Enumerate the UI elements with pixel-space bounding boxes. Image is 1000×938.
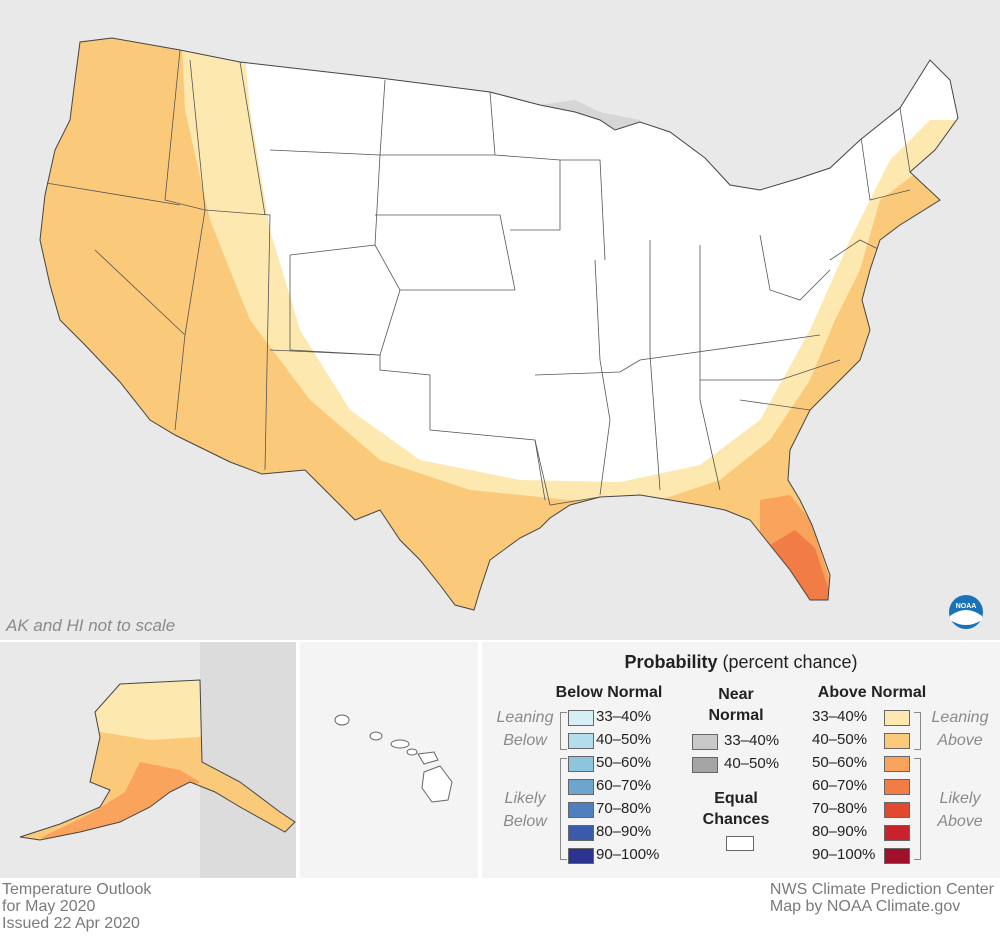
above-label-3: 60–70%: [812, 777, 868, 794]
above-swatch-3: [884, 779, 910, 795]
alaska-map-svg: [19, 642, 296, 878]
conus-map-svg: NOAA: [39, 37, 983, 629]
footer-title: Temperature Outlook: [2, 881, 152, 898]
canada-land: [200, 642, 296, 878]
below-label-4: 70–80%: [596, 800, 652, 817]
alaska-above-50-60: [40, 762, 200, 838]
below-swatch-1: [568, 733, 594, 749]
hawaii-islands: [334, 714, 453, 803]
below-swatch-4: [568, 802, 594, 818]
likely-below-label: Likely Below: [486, 787, 564, 833]
below-normal-heading: Below Normal: [555, 684, 663, 701]
map-scale-note: AK and HI not to scale: [6, 616, 176, 635]
above-swatch-6: [884, 848, 910, 864]
above-swatch-1: [884, 733, 910, 749]
likely-below-bracket: [560, 758, 567, 860]
conus-map: NOAA AK and HI not to scale: [0, 0, 1000, 640]
above-swatch-2: [884, 756, 910, 772]
legend-title-rest: (percent chance): [722, 652, 858, 672]
leaning-below-line2: Below: [503, 732, 547, 749]
equal-chances-line1: Equal: [714, 790, 758, 807]
likely-above-bracket: [914, 758, 921, 860]
likely-below-line1: Likely: [504, 790, 546, 807]
likely-below-line2: Below: [503, 813, 547, 830]
below-swatch-6: [568, 848, 594, 864]
above-swatch-5: [884, 825, 910, 841]
above-label-2: 50–60%: [812, 754, 868, 771]
leaning-above-line2: Above: [937, 732, 983, 749]
near-label-0: 33–40%: [724, 732, 780, 749]
equal-chances-swatch: [726, 836, 754, 851]
noaa-logo-text: NOAA: [956, 603, 977, 610]
alaska-outline: [19, 679, 296, 841]
footer-source: NWS Climate Prediction Center: [769, 881, 994, 898]
likely-above-line2: Above: [937, 813, 983, 830]
likely-above-label: Likely Above: [922, 787, 998, 833]
near-label-1: 40–50%: [724, 755, 780, 772]
leaning-above-label: Leaning Above: [922, 706, 998, 752]
above-normal-heading: Above Normal: [817, 684, 927, 701]
noaa-logo: NOAA: [949, 595, 983, 629]
footer-right: NWS Climate Prediction Center Map by NOA…: [770, 881, 994, 915]
below-label-1: 40–50%: [596, 731, 652, 748]
near-normal-heading-line1: Near: [718, 686, 754, 703]
footer-credit: Map by NOAA Climate.gov: [769, 898, 961, 915]
below-swatch-0: [568, 710, 594, 726]
above-label-4: 70–80%: [812, 800, 868, 817]
below-label-3: 60–70%: [596, 777, 652, 794]
legend-title: Probability (percent chance): [482, 652, 1000, 673]
leaning-below-bracket: [560, 712, 567, 750]
footer-left: Temperature Outlook for May 2020 Issued …: [2, 881, 151, 932]
hawaii-map-svg: [334, 714, 453, 803]
above-label-0: 33–40%: [812, 708, 868, 725]
above-label-1: 40–50%: [812, 731, 868, 748]
likely-above-line1: Likely: [939, 790, 981, 807]
below-swatch-3: [568, 779, 594, 795]
below-label-6: 90–100%: [596, 846, 660, 863]
alaska-inset: [0, 642, 296, 878]
above-label-5: 80–90%: [812, 823, 868, 840]
footer-issued: Issued 22 Apr 2020: [2, 915, 140, 932]
below-swatch-2: [568, 756, 594, 772]
below-label-5: 80–90%: [596, 823, 652, 840]
leaning-below-line1: Leaning: [496, 709, 554, 726]
near-normal-heading: Near Normal: [688, 684, 784, 726]
above-60-70-region: [770, 530, 832, 610]
below-swatch-5: [568, 825, 594, 841]
above-swatch-4: [884, 802, 910, 818]
equal-chances-line2: Chances: [702, 811, 770, 828]
us-outline: [39, 37, 959, 611]
state-borders: [40, 49, 911, 506]
below-label-2: 50–60%: [596, 754, 652, 771]
leaning-above-bracket: [914, 712, 921, 750]
footer-period: for May 2020: [2, 898, 96, 915]
near-swatch-0: [692, 734, 718, 750]
near-swatch-1: [692, 757, 718, 773]
below-label-0: 33–40%: [596, 708, 652, 725]
leaning-below-label: Leaning Below: [486, 706, 564, 752]
equal-chances-heading: Equal Chances: [692, 788, 780, 830]
probability-legend: Probability (percent chance) Below Norma…: [482, 642, 1000, 878]
above-label-6: 90–100%: [812, 846, 876, 863]
leaning-above-line1: Leaning: [931, 709, 989, 726]
hawaii-inset: [300, 642, 478, 878]
near-normal-heading-line2: Normal: [708, 707, 764, 724]
legend-title-bold: Probability: [624, 652, 718, 672]
above-swatch-0: [884, 710, 910, 726]
